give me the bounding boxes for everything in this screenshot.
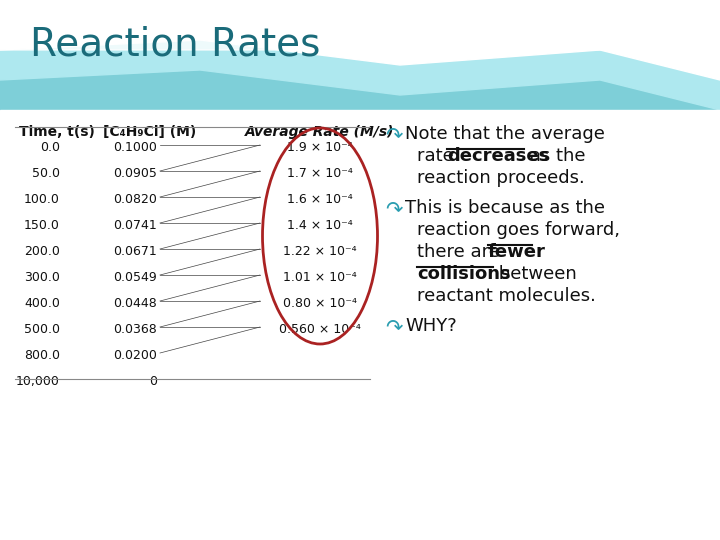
Text: 1.6 × 10⁻⁴: 1.6 × 10⁻⁴ bbox=[287, 193, 353, 206]
Text: 800.0: 800.0 bbox=[24, 349, 60, 362]
Text: 150.0: 150.0 bbox=[24, 219, 60, 232]
Text: 50.0: 50.0 bbox=[32, 167, 60, 180]
Text: This is because as the: This is because as the bbox=[405, 199, 605, 217]
Text: 300.0: 300.0 bbox=[24, 271, 60, 284]
Text: 0.1000: 0.1000 bbox=[113, 141, 157, 154]
Polygon shape bbox=[0, 0, 720, 110]
Text: 0.0448: 0.0448 bbox=[113, 297, 157, 310]
Text: 1.9 × 10⁻⁴: 1.9 × 10⁻⁴ bbox=[287, 141, 353, 154]
Text: ↷: ↷ bbox=[385, 199, 402, 219]
Text: 10,000: 10,000 bbox=[16, 375, 60, 388]
Text: Note that the average: Note that the average bbox=[405, 125, 605, 143]
Polygon shape bbox=[0, 0, 720, 80]
Text: 1.22 × 10⁻⁴: 1.22 × 10⁻⁴ bbox=[283, 245, 357, 258]
Text: Average Rate (M/s): Average Rate (M/s) bbox=[246, 125, 395, 139]
Text: WHY?: WHY? bbox=[405, 317, 456, 335]
Text: as the: as the bbox=[524, 147, 585, 165]
Text: 0.0200: 0.0200 bbox=[113, 349, 157, 362]
Text: [C₄H₉Cl] (M): [C₄H₉Cl] (M) bbox=[104, 125, 197, 139]
Text: 0.0671: 0.0671 bbox=[113, 245, 157, 258]
Text: decreases: decreases bbox=[447, 147, 549, 165]
Text: 0.0820: 0.0820 bbox=[113, 193, 157, 206]
Text: 1.7 × 10⁻⁴: 1.7 × 10⁻⁴ bbox=[287, 167, 353, 180]
Text: 100.0: 100.0 bbox=[24, 193, 60, 206]
Text: rate: rate bbox=[417, 147, 459, 165]
Text: 1.01 × 10⁻⁴: 1.01 × 10⁻⁴ bbox=[283, 271, 357, 284]
Text: collisions: collisions bbox=[417, 265, 510, 283]
Text: reactant molecules.: reactant molecules. bbox=[417, 287, 596, 305]
Text: reaction proceeds.: reaction proceeds. bbox=[417, 169, 585, 187]
Text: fewer: fewer bbox=[488, 243, 546, 261]
Text: 0: 0 bbox=[149, 375, 157, 388]
Text: 200.0: 200.0 bbox=[24, 245, 60, 258]
Text: Reaction Rates: Reaction Rates bbox=[30, 26, 320, 64]
Polygon shape bbox=[0, 110, 720, 540]
Text: 0.0741: 0.0741 bbox=[113, 219, 157, 232]
Text: 0.560 × 10⁻⁴: 0.560 × 10⁻⁴ bbox=[279, 323, 361, 336]
Text: Time, t(s): Time, t(s) bbox=[19, 125, 95, 139]
Text: 0.0549: 0.0549 bbox=[113, 271, 157, 284]
Text: 400.0: 400.0 bbox=[24, 297, 60, 310]
Text: ↷: ↷ bbox=[385, 317, 402, 337]
Text: 500.0: 500.0 bbox=[24, 323, 60, 336]
Text: 0.0905: 0.0905 bbox=[113, 167, 157, 180]
Polygon shape bbox=[0, 0, 720, 150]
Text: 0.0368: 0.0368 bbox=[113, 323, 157, 336]
Text: there are: there are bbox=[417, 243, 505, 261]
Text: 1.4 × 10⁻⁴: 1.4 × 10⁻⁴ bbox=[287, 219, 353, 232]
Polygon shape bbox=[0, 30, 720, 60]
Text: ↷: ↷ bbox=[385, 125, 402, 145]
Text: 0.0: 0.0 bbox=[40, 141, 60, 154]
Text: 0.80 × 10⁻⁴: 0.80 × 10⁻⁴ bbox=[283, 297, 357, 310]
Text: reaction goes forward,: reaction goes forward, bbox=[417, 221, 620, 239]
Text: between: between bbox=[493, 265, 577, 283]
